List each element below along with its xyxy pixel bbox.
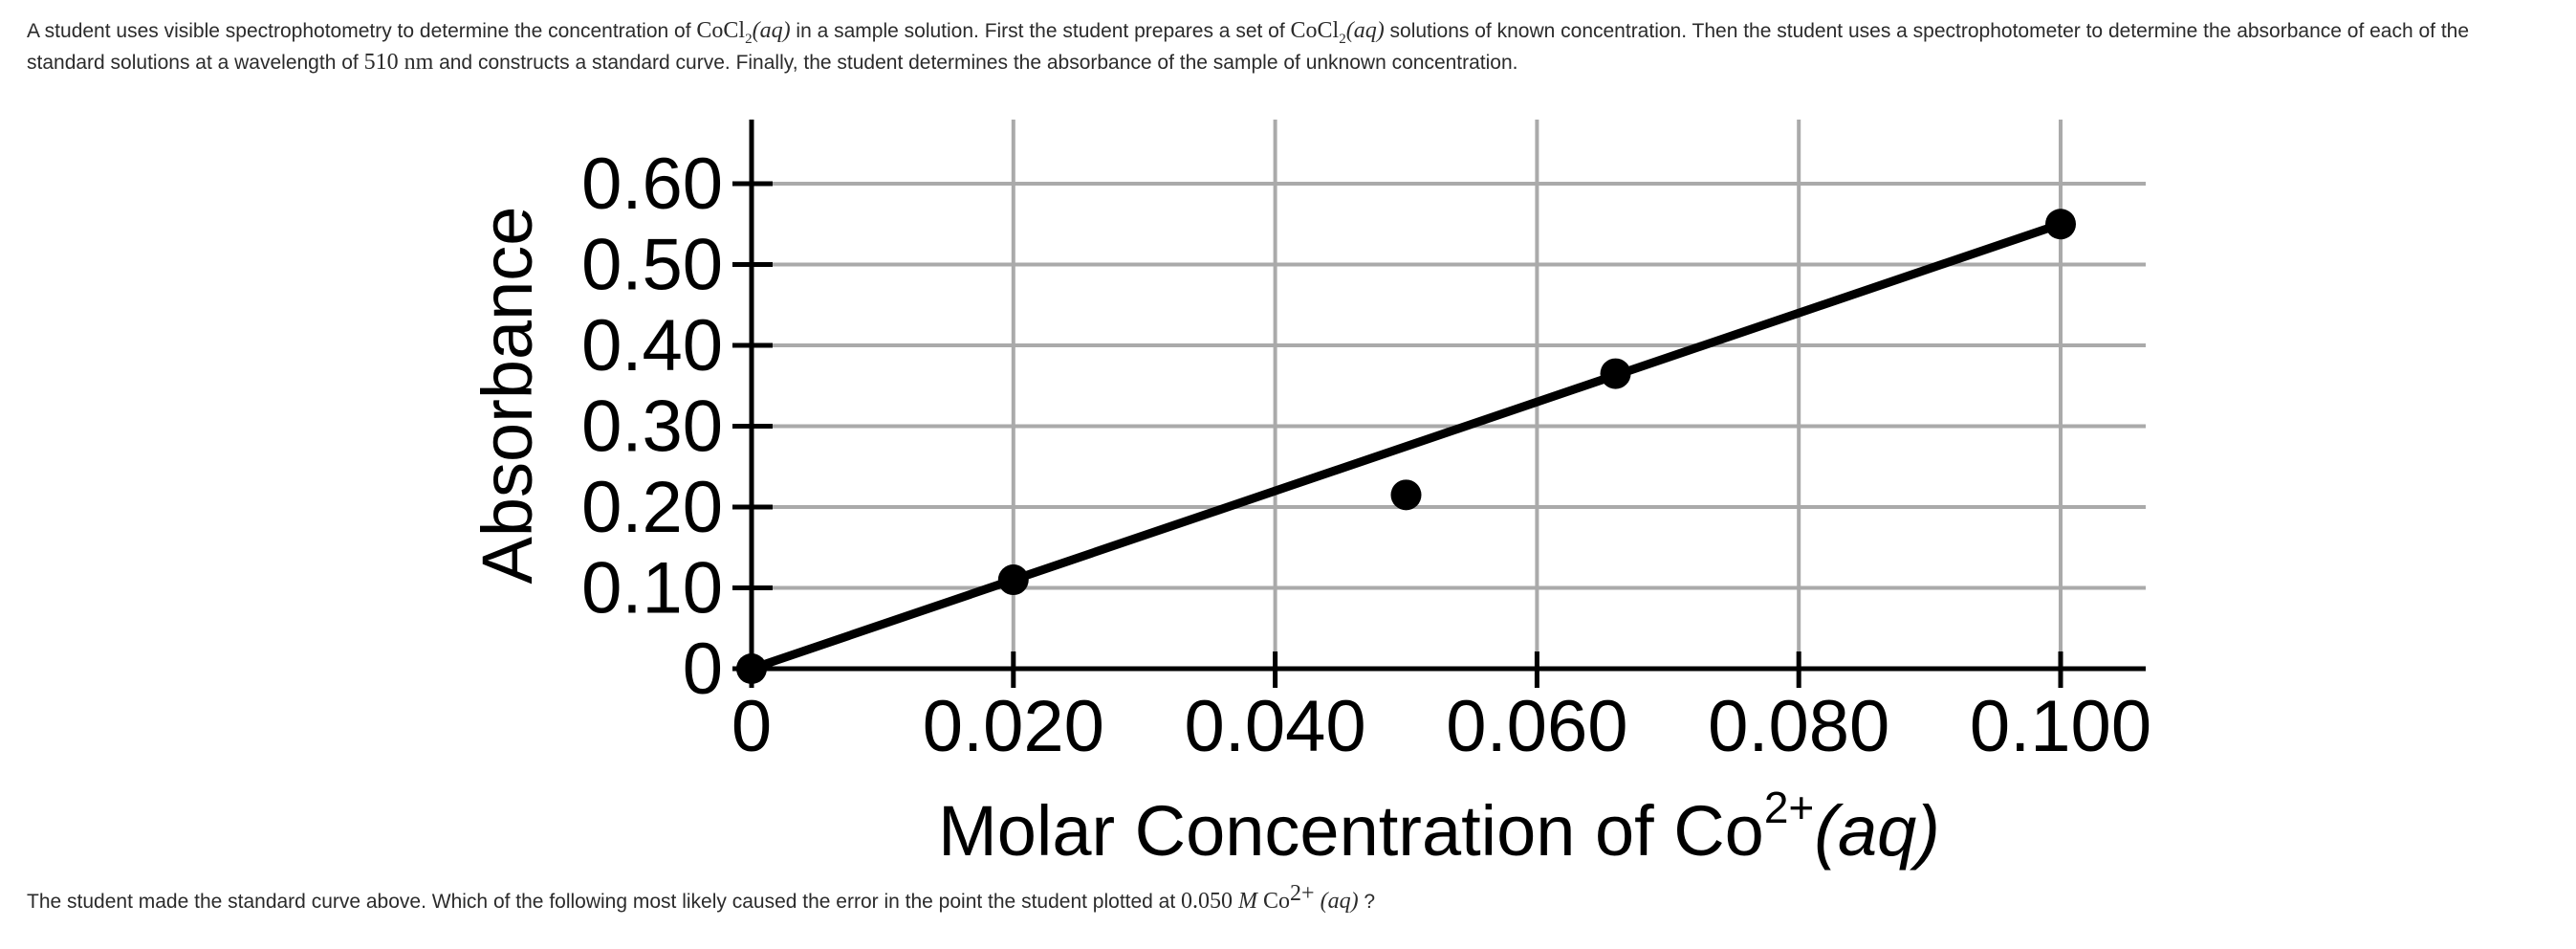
x-tick-label: 0.060 xyxy=(1446,686,1627,767)
y-tick-label: 0.20 xyxy=(581,467,723,548)
formula-phase: (aq) xyxy=(752,18,791,43)
cocl2-formula-1: CoCl2(aq) xyxy=(696,18,791,46)
x-tick-label: 0.100 xyxy=(1970,686,2151,767)
data-point xyxy=(997,564,1029,596)
formula-base: CoCl xyxy=(1290,18,1340,43)
best-fit-line xyxy=(747,219,2065,673)
y-tick-labels: 00.100.200.300.400.500.60 xyxy=(581,143,723,710)
cobalt-ion-phase: (aq) xyxy=(1314,889,1359,914)
formula-subscript: 2 xyxy=(745,31,753,47)
x-tick-label: 0.020 xyxy=(923,686,1104,767)
y-tick-label: 0.40 xyxy=(581,305,723,386)
fit-line-group xyxy=(747,219,2065,673)
data-point xyxy=(1390,479,1422,511)
cocl2-formula-2: CoCl2(aq) xyxy=(1290,18,1385,46)
y-tick-label: 0.10 xyxy=(581,548,723,629)
question-text-1: The student made the standard curve abov… xyxy=(27,891,1182,913)
standard-curve-chart: 00.100.200.300.400.500.60 0 0.020 0.040 0.0… xyxy=(468,120,2151,871)
intro-text-2: in a sample solution. First the student … xyxy=(790,20,1291,42)
question-text-2: ? xyxy=(1358,891,1376,913)
intro-text-3: solutions of known concentration. Then t… xyxy=(27,20,2470,74)
formula-base: CoCl xyxy=(696,18,746,43)
y-tick-label: 0.30 xyxy=(581,386,723,468)
y-axis-title: Absorbance xyxy=(468,207,547,585)
intro-paragraph: A student uses visible spectrophotometry… xyxy=(27,15,2551,78)
data-points xyxy=(736,209,2076,684)
y-tick-label: 0.60 xyxy=(581,143,723,225)
data-point xyxy=(2045,209,2076,240)
molarity-unit: M xyxy=(1238,889,1258,914)
question-text: The student made the standard curve abov… xyxy=(27,882,2551,917)
axes xyxy=(749,120,2146,686)
x-tick-label: 0.040 xyxy=(1185,686,1366,767)
y-tick-label: 0.50 xyxy=(581,225,723,306)
x-tick-labels: 0 0.020 0.040 0.060 0.080 0.100 xyxy=(731,686,2151,767)
formula-phase: (aq) xyxy=(1345,18,1385,43)
data-point xyxy=(1600,358,1631,389)
x-axis-title-main: Molar Concentration of Co xyxy=(938,791,1764,871)
x-tick-label: 0 xyxy=(731,686,772,767)
x-axis-title-charge: 2+ xyxy=(1764,783,1814,832)
x-tick-label: 0.080 xyxy=(1708,686,1889,767)
concentration-value: 0.050 xyxy=(1181,889,1239,914)
cobalt-ion-symbol: Co xyxy=(1257,889,1291,914)
formula-subscript: 2 xyxy=(1339,31,1346,47)
y-tick-label: 0 xyxy=(683,629,723,710)
x-axis-title-phase: (aq) xyxy=(1814,791,1940,871)
wavelength-value: 510 nm xyxy=(363,50,434,75)
intro-text-4: and constructs a standard curve. Finally… xyxy=(433,52,1518,74)
data-point xyxy=(736,653,767,684)
intro-text-1: A student uses visible spectrophotometry… xyxy=(27,20,697,42)
cobalt-ion-charge: 2+ xyxy=(1290,881,1315,906)
grid-lines xyxy=(752,120,2146,669)
tick-marks xyxy=(732,181,2063,688)
x-axis-title: Molar Concentration of Co2+(aq) xyxy=(938,783,1940,871)
